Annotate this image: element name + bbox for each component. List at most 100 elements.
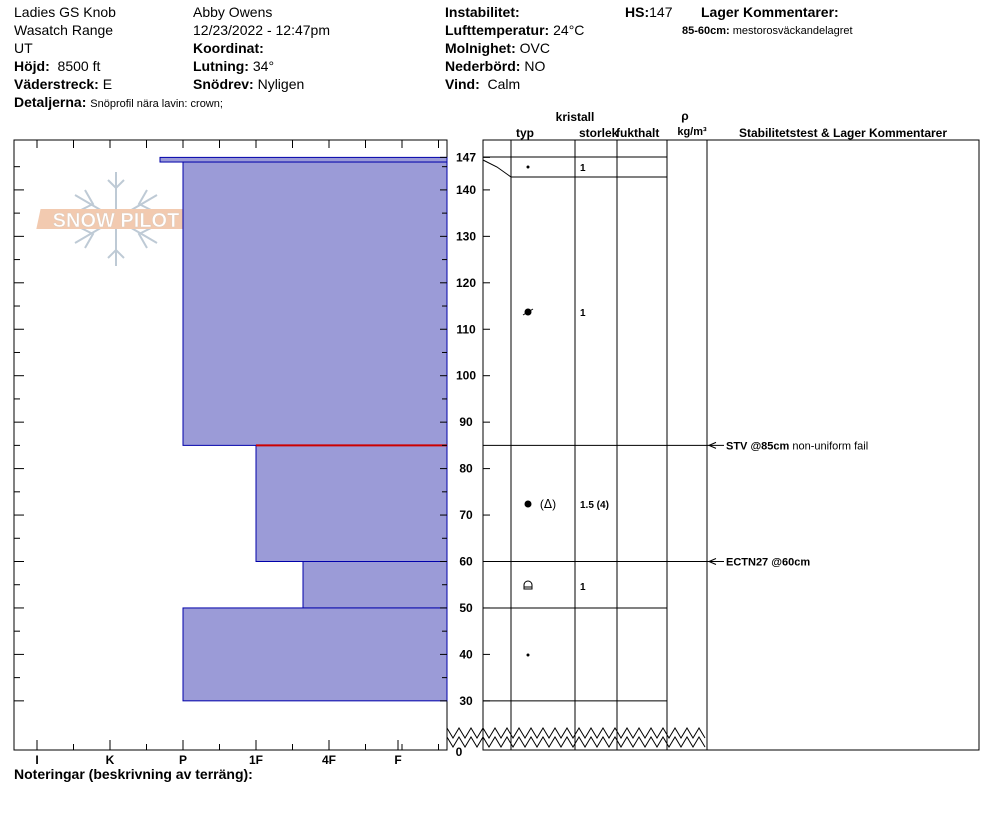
axis-break <box>446 736 706 748</box>
range-name: Wasatch Range <box>14 22 114 38</box>
details-row: Detaljerna: Snöprofil nära lavin: crown; <box>14 94 223 112</box>
stability-test-code: ECTN27 @60cm <box>726 557 810 569</box>
grain-size-value: 1.5 (4) <box>580 500 609 511</box>
stability-header: Stabilitetstest & Lager Kommentarer <box>739 126 947 140</box>
precipitation-particle-icon <box>526 165 530 169</box>
hardness-tick-label: 1F <box>249 753 263 767</box>
sky-value: OVC <box>519 40 550 56</box>
hs-row: HS:147 <box>625 4 672 20</box>
layer-bar <box>182 161 448 446</box>
height-tick-label: 40 <box>459 647 473 661</box>
layer-comments-label: Lager Kommentarer: <box>701 4 839 20</box>
rounded-grain-mark <box>522 308 534 316</box>
height-tick-label: 130 <box>456 229 476 243</box>
hardness-tick-label: I <box>35 753 38 767</box>
faceted-rounded-icon <box>523 580 533 590</box>
layer-comment-text: mestorosväckandelagret <box>732 25 853 37</box>
sky-row: Molnighet: OVC <box>445 40 550 56</box>
height-tick-label: 120 <box>456 276 476 290</box>
air-temp-row: Lufttemperatur: 24°C <box>445 22 584 38</box>
crystal-header: kristall <box>556 110 595 124</box>
wind-row: Vind: Calm <box>445 76 520 92</box>
layer-bar <box>182 607 448 702</box>
height-axis: 30 40 50 60 70 80 90 100 110 120 130 140 147 0 <box>14 150 706 759</box>
details-value: Snöprofil nära lavin: crown; <box>90 98 223 110</box>
layer-bar <box>302 561 448 609</box>
height-tick-label: 80 <box>459 462 473 476</box>
stability-test-label: ECTN27 @60cm <box>726 557 810 569</box>
slope-label: Lutning: <box>193 58 249 74</box>
height-tick-label: 60 <box>459 555 473 569</box>
location-name: Ladies GS Knob <box>14 4 116 20</box>
precip-value: NO <box>524 58 546 74</box>
wind-label: Vind: <box>445 76 480 92</box>
type-header: typ <box>516 126 534 140</box>
grain-size-value: 1 <box>580 163 586 174</box>
elevation-label: Höjd: <box>14 58 50 74</box>
wind-loading-value: Nyligen <box>257 76 305 92</box>
observer-name: Abby Owens <box>193 4 273 20</box>
arrow-icon <box>707 441 717 449</box>
moisture-header: fukthalt <box>616 126 659 140</box>
air-temp-value: 24°C <box>553 22 585 38</box>
hardness-tick-label: K <box>106 753 115 767</box>
height-tick-label: 140 <box>456 183 476 197</box>
stability-test-code: STV @85cm <box>726 440 790 452</box>
hs-label: HS: <box>625 4 650 20</box>
layer-bars <box>159 156 448 702</box>
height-tick-label: 147 <box>456 150 476 164</box>
hardness-tick-label: F <box>394 753 401 767</box>
zero-label: 0 <box>456 745 463 759</box>
details-label: Detaljerna: <box>14 94 87 110</box>
snowpilot-logo: SNOW PILOT <box>36 172 193 266</box>
grain-size-value: 1 <box>580 582 586 593</box>
logo-banner <box>36 209 193 229</box>
layer-boundary-link <box>482 159 512 178</box>
observation-datetime: 12/23/2022 - 12:47pm <box>193 22 330 38</box>
height-tick-label: 30 <box>459 694 473 708</box>
size-header: storlek <box>579 126 619 140</box>
height-tick-label: 110 <box>456 322 476 336</box>
wind-loading-label: Snödrev: <box>193 76 254 92</box>
height-tick-label: 90 <box>459 415 473 429</box>
surface-hoar-icon: (ᐃ) <box>540 497 556 511</box>
precip-label: Nederbörd: <box>445 58 521 74</box>
grain-size-value: 1 <box>580 308 586 319</box>
stability-test-label: STV @85cm non-uniform fail <box>726 440 868 452</box>
slope-value: 34° <box>252 58 275 74</box>
height-tick-label: 100 <box>456 369 476 383</box>
wind-value: Calm <box>487 76 521 92</box>
rounded-grain-icon <box>524 500 532 508</box>
aspect-label: Väderstreck: <box>14 76 99 92</box>
hardness-tick-label: 4F <box>322 753 336 767</box>
sky-label: Molnighet: <box>445 40 516 56</box>
height-tick-label: 70 <box>459 508 473 522</box>
wind-loading-row: Snödrev: Nyligen <box>193 76 304 92</box>
logo-text: SNOW PILOT <box>53 210 180 232</box>
layer-bar <box>159 156 448 163</box>
height-tick-label: 50 <box>459 601 473 615</box>
precipitation-particle-icon <box>526 653 530 657</box>
axis-break <box>446 727 706 739</box>
precip-row: Nederbörd: NO <box>445 58 545 74</box>
layer-bar <box>255 444 448 562</box>
hardness-tick-label: P <box>179 753 187 767</box>
coordinate-label: Koordinat: <box>193 40 264 56</box>
hs-value: 147 <box>649 4 673 20</box>
layer-comment-row: 85-60cm: mestorosväckandelagret <box>682 23 853 39</box>
layer-table: 1 1 (ᐃ) 1.5 (4) 1 STV @85cm non-uniform fail E… <box>482 140 868 750</box>
state-name: UT <box>14 40 33 56</box>
density-unit: kg/m³ <box>677 126 707 138</box>
hardness-axis: I K P 1F 4F F <box>35 140 439 767</box>
notes-label: Noteringar (beskrivning av terräng): <box>14 766 253 782</box>
stability-test-comment: non-uniform fail <box>789 440 868 452</box>
aspect-row: Väderstreck: E <box>14 76 112 92</box>
slope-row: Lutning: 34° <box>193 58 274 74</box>
arrow-icon <box>707 558 717 565</box>
elevation-row: Höjd: 8500 ft <box>14 58 100 74</box>
aspect-value: E <box>102 76 113 92</box>
instability-label: Instabilitet: <box>445 4 520 20</box>
elevation-value: 8500 ft <box>57 58 101 74</box>
layer-comment-range: 85-60cm: <box>682 25 730 37</box>
